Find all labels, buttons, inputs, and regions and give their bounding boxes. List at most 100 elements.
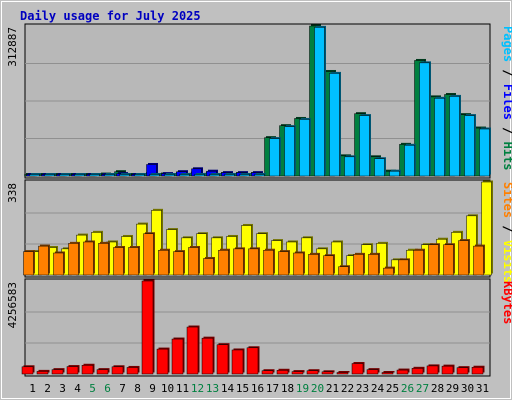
side-label-part-2: Visits xyxy=(501,240,512,283)
bar-pages-day-5 xyxy=(89,174,100,177)
day-label-3: 3 xyxy=(59,382,66,395)
bar-pages-day-26 xyxy=(404,145,415,177)
bar-kbytes-day-25 xyxy=(381,372,394,375)
bar-sites-day-31 xyxy=(473,245,484,276)
day-label-31: 31 xyxy=(476,382,489,395)
bar-shadow-pages-day-15 xyxy=(241,173,251,175)
bar-sites-day-3 xyxy=(53,252,64,276)
bar-kbytes-day-20 xyxy=(306,370,319,375)
chart-panels: 312887 Pages / Files / Hits 338 Sites / Vis… xyxy=(6,23,512,377)
bar-sites-day-6 xyxy=(98,243,109,276)
bar-kbytes-day-23 xyxy=(351,363,364,375)
bar-kbytes-day-28 xyxy=(426,365,439,375)
side-label-part-0: Pages xyxy=(501,26,512,62)
bar-shadow-pages-day-9 xyxy=(151,173,161,175)
day-label-8: 8 xyxy=(134,382,141,395)
bar-pages-day-4 xyxy=(74,174,85,177)
side-label-part-1: / xyxy=(501,218,512,240)
bar-kbytes-day-8 xyxy=(126,367,139,375)
bar-shadow-kbytes-day-25 xyxy=(383,371,395,373)
bar-kbytes-day-22 xyxy=(336,372,349,375)
bar-kbytes-day-5 xyxy=(81,365,94,375)
bar-sites-day-23 xyxy=(353,254,364,276)
bar-sites-day-8 xyxy=(128,247,139,276)
bar-pages-day-1 xyxy=(29,174,40,177)
bar-kbytes-day-19 xyxy=(291,371,304,375)
bar-kbytes-day-24 xyxy=(366,369,379,375)
side-label-part-0: KBytes xyxy=(501,281,512,324)
bar-shadow-pages-day-7 xyxy=(121,173,131,175)
bar-pages-day-15 xyxy=(239,174,250,177)
bar-pages-day-21 xyxy=(329,73,340,177)
bar-pages-day-30 xyxy=(464,115,475,177)
bar-shadow-pages-day-6 xyxy=(106,173,116,175)
bar-sites-day-21 xyxy=(323,255,334,276)
bar-sites-day-25 xyxy=(383,267,394,276)
day-label-10: 10 xyxy=(161,382,174,395)
panel-pages-files-hits-ymax-label: 312887 xyxy=(6,27,19,67)
day-label-4: 4 xyxy=(74,382,81,395)
day-label-14: 14 xyxy=(221,382,235,395)
panel-pages-files-hits: 312887 Pages / Files / Hits xyxy=(6,23,512,179)
day-label-23: 23 xyxy=(356,382,369,395)
bar-pages-day-20 xyxy=(314,27,325,177)
day-label-16: 16 xyxy=(251,382,264,395)
bar-kbytes-day-7 xyxy=(111,366,124,375)
bar-pages-day-28 xyxy=(434,98,445,177)
bar-pages-day-31 xyxy=(479,128,490,177)
bar-kbytes-day-17 xyxy=(261,370,274,375)
bar-shadow-pages-day-2 xyxy=(46,173,56,175)
bar-sites-day-9 xyxy=(143,233,154,276)
day-label-7: 7 xyxy=(119,382,126,395)
side-label-part-2: Files xyxy=(501,84,512,120)
day-label-20: 20 xyxy=(311,382,324,395)
bar-pages-day-16 xyxy=(254,174,265,177)
bar-kbytes-day-2 xyxy=(36,371,49,375)
bar-sites-day-19 xyxy=(293,252,304,276)
day-label-29: 29 xyxy=(446,382,459,395)
bar-kbytes-day-30 xyxy=(456,367,469,375)
bar-kbytes-day-15 xyxy=(231,349,244,375)
bar-shadow-kbytes-day-19 xyxy=(293,370,305,373)
day-label-21: 21 xyxy=(326,382,339,395)
day-label-11: 11 xyxy=(176,382,189,395)
day-label-28: 28 xyxy=(431,382,444,395)
bar-kbytes-day-3 xyxy=(51,369,64,375)
day-label-13: 13 xyxy=(206,382,219,395)
bar-shadow-kbytes-day-22 xyxy=(338,371,350,373)
day-label-25: 25 xyxy=(386,382,399,395)
bar-sites-day-30 xyxy=(458,240,469,276)
bar-kbytes-day-4 xyxy=(66,366,79,375)
day-label-26: 26 xyxy=(401,382,414,395)
bar-sites-day-2 xyxy=(38,245,49,276)
bar-pages-day-2 xyxy=(44,174,55,177)
bar-pages-day-7 xyxy=(119,174,130,177)
bar-shadow-pages-day-5 xyxy=(91,173,101,175)
bar-sites-day-29 xyxy=(443,244,454,276)
bar-pages-day-8 xyxy=(134,174,145,177)
bar-visits-day-31 xyxy=(481,181,492,276)
day-label-5: 5 xyxy=(89,382,96,395)
bar-kbytes-day-26 xyxy=(396,369,409,375)
side-label-part-1: / xyxy=(501,62,512,84)
bar-pages-day-19 xyxy=(299,119,310,177)
bar-pages-day-17 xyxy=(269,138,280,177)
bar-sites-day-16 xyxy=(248,248,259,276)
bar-sites-day-7 xyxy=(113,247,124,276)
day-label-2: 2 xyxy=(44,382,51,395)
bar-kbytes-day-10 xyxy=(156,348,169,375)
bar-kbytes-day-6 xyxy=(96,369,109,375)
bar-sites-day-28 xyxy=(428,244,439,276)
bar-pages-day-12 xyxy=(194,174,205,177)
bar-pages-day-13 xyxy=(209,174,220,177)
bar-sites-day-18 xyxy=(278,251,289,276)
bar-sites-day-14 xyxy=(218,249,229,276)
side-label-part-3: / xyxy=(501,120,512,142)
panel-kbytes-side-label: KBytes xyxy=(501,281,512,324)
bar-sites-day-17 xyxy=(263,249,274,276)
bar-sites-day-5 xyxy=(83,241,94,276)
bar-shadow-pages-day-11 xyxy=(181,173,191,175)
panel-visits-sites: 338 Sites / Visits xyxy=(6,179,512,283)
bar-kbytes-day-12 xyxy=(186,326,199,375)
